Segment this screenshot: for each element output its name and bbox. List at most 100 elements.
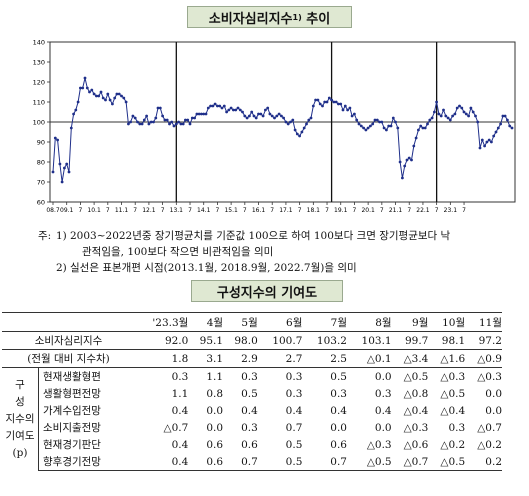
csi-value: 97.2 xyxy=(465,331,502,350)
csi-point xyxy=(225,110,229,114)
component-value: 0.7 xyxy=(285,421,303,434)
csi-point xyxy=(490,140,493,144)
component-label: 소비지출전망 xyxy=(43,422,101,434)
csi-point xyxy=(195,112,199,116)
csi-point xyxy=(496,126,500,130)
line-chart: 60 70 80 90 100 110 120 130 140 08.7 09.1 7 10.1 7 11.… xyxy=(33,39,516,214)
component-value: 0.5 xyxy=(285,438,303,451)
csi-point xyxy=(115,92,119,96)
csi-point xyxy=(446,116,450,120)
column-header: 7월 xyxy=(302,312,347,332)
csi-point xyxy=(220,106,224,110)
component-value: 1.1 xyxy=(206,370,224,383)
note-2-num: 2) xyxy=(56,262,67,274)
csi-point xyxy=(172,124,176,128)
note-1: 주: 1) 2003∼2022년중 장기평균치를 기준값 100으로 하여 10… xyxy=(38,228,528,244)
csi-point xyxy=(74,108,78,112)
x-tick-label: 19.1 xyxy=(334,207,348,214)
csi-point xyxy=(177,120,181,124)
x-tick-label: 14.1 xyxy=(197,207,211,214)
csi-point xyxy=(99,90,103,94)
component-row: 소비지출전망 △0.7 0.0 0.3 0.7 0.0 0.0 △0.3 0.3 △0.7 xyxy=(2,419,502,436)
csi-point xyxy=(353,112,356,116)
csi-point xyxy=(213,102,217,106)
column-header: 9월 xyxy=(391,312,429,332)
x-tick-label: 12.1 xyxy=(142,207,156,214)
csi-point xyxy=(131,114,135,118)
csi-point xyxy=(209,104,213,108)
csi-point xyxy=(309,116,313,120)
csi-point xyxy=(101,96,105,100)
component-value: 0.3 xyxy=(285,387,303,400)
x-tick-label: 22.1 xyxy=(416,207,430,214)
csi-point xyxy=(138,122,142,126)
y-tick-label: 70 xyxy=(37,179,45,187)
csi-point xyxy=(229,106,233,110)
csi-value: 95.1 xyxy=(188,331,224,350)
csi-value: 92.0 xyxy=(135,331,189,350)
csi-point xyxy=(469,106,473,110)
csi-point xyxy=(117,92,121,96)
csi-point xyxy=(435,100,438,104)
csi-point xyxy=(494,130,498,134)
side-label-line: 성 xyxy=(15,395,25,408)
csi-point xyxy=(147,122,151,126)
csi-point xyxy=(373,118,377,122)
csi-series-line xyxy=(52,77,513,183)
x-tick-label: 7 xyxy=(380,207,384,214)
csi-point xyxy=(382,126,386,130)
component-value: 0.7 xyxy=(302,453,347,471)
csi-point xyxy=(478,146,482,150)
csi-point xyxy=(289,120,292,124)
csi-point xyxy=(206,106,210,110)
x-tick-label: 11.1 xyxy=(115,207,129,214)
side-label-line: 구 xyxy=(15,378,25,391)
csi-point xyxy=(129,120,133,124)
csi-point xyxy=(92,92,96,96)
csi-point xyxy=(437,112,441,116)
side-label-line: 지수의 xyxy=(5,412,35,425)
csi-point xyxy=(158,106,162,110)
x-tick-label: 7 xyxy=(106,207,110,214)
component-value: △0.3 xyxy=(477,370,502,383)
component-value: △0.5 xyxy=(440,387,466,400)
component-value: 0.0 xyxy=(206,404,224,417)
csi-point xyxy=(442,108,445,112)
component-value: △0.7 xyxy=(391,453,429,471)
csi-point xyxy=(298,134,301,138)
csi-point xyxy=(421,126,425,130)
x-tick-label: 7 xyxy=(161,207,165,214)
component-value: △0.3 xyxy=(440,370,466,383)
component-value: 0.7 xyxy=(223,453,258,471)
csi-point xyxy=(337,102,340,106)
csi-point xyxy=(480,138,484,142)
component-value: 0.3 xyxy=(171,370,189,383)
notes-prefix: 주: xyxy=(38,230,52,242)
csi-value: 103.1 xyxy=(346,331,392,350)
csi-point xyxy=(410,158,413,162)
component-value: 0.8 xyxy=(206,387,224,400)
csi-point xyxy=(174,122,178,126)
csi-point xyxy=(152,120,155,124)
csi-point xyxy=(270,114,274,118)
csi-point xyxy=(448,118,452,122)
csi-value: 100.7 xyxy=(257,331,303,350)
component-row: 구 성 지수의 기여도 (p) 현재생활형편 0.3 1.1 0.3 0.3 0.5 0.0 △0.5 △… xyxy=(2,367,502,471)
csi-point xyxy=(327,96,331,100)
csi-point xyxy=(140,122,144,126)
x-tick-label: 7 xyxy=(270,207,274,214)
csi-point xyxy=(426,122,429,126)
component-value: △0.2 xyxy=(440,438,466,451)
csi-point xyxy=(197,112,201,116)
csi-point xyxy=(401,176,404,180)
csi-point xyxy=(252,114,256,118)
component-value: △0.7 xyxy=(477,421,502,434)
note-1-line1: 2003∼2022년중 장기평균치를 기준값 100으로 하여 100보다 크면… xyxy=(70,230,451,242)
csi-point xyxy=(264,108,267,112)
csi-point xyxy=(389,124,393,128)
y-tick-label: 80 xyxy=(37,159,45,167)
csi-point xyxy=(332,100,336,104)
csi-point xyxy=(318,102,322,106)
csi-point xyxy=(257,112,260,116)
component-label: 생활형편전망 xyxy=(43,388,101,400)
